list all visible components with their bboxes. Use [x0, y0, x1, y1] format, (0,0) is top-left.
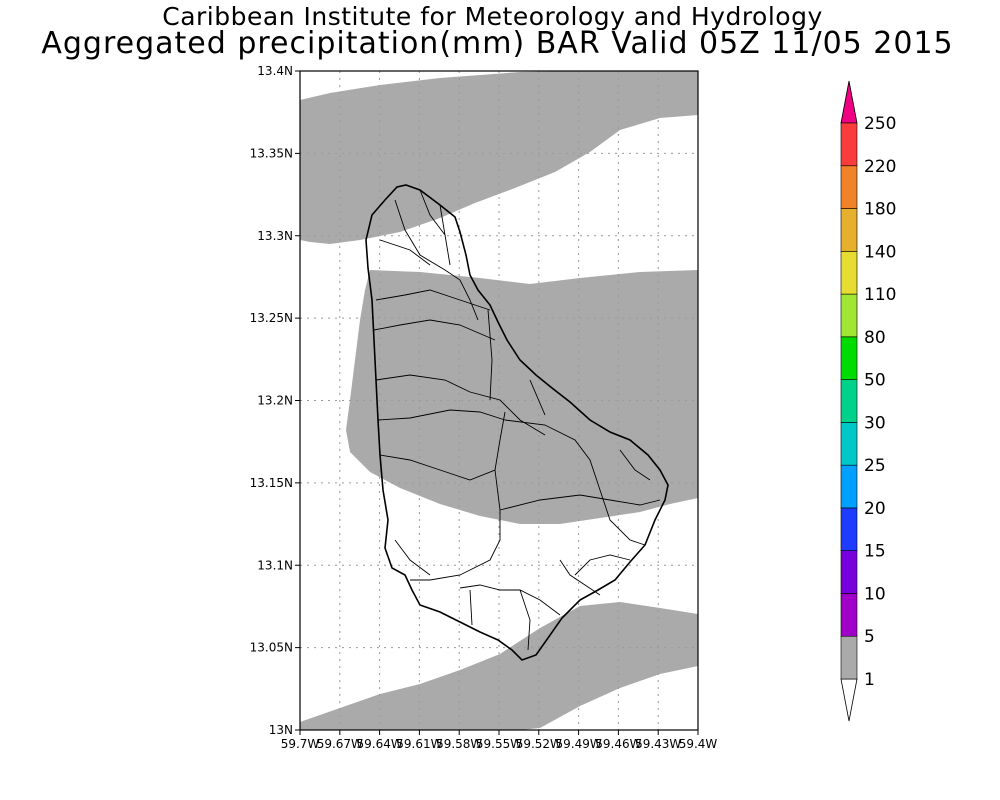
colorbar-segment [840, 593, 858, 637]
lat-tick-label: 13.15N [250, 476, 293, 490]
latitude-axis: 13N 13.05N 13.1N 13.15N 13.2N 13.25N 13.3N 13.3… [250, 64, 300, 737]
colorbar-label: 20 [864, 499, 886, 519]
lon-tick-label: 59.43W [635, 737, 681, 751]
lon-tick-label: 59.4W [679, 737, 718, 751]
lat-tick-label: 13.3N [257, 229, 293, 243]
colorbar-segment [840, 336, 858, 380]
colorbar-segment [840, 165, 858, 209]
lat-tick-label: 13.35N [250, 146, 293, 160]
colorbar-label: 30 [864, 413, 886, 433]
lat-tick-label: 13.4N [257, 64, 293, 78]
colorbar-segment [840, 464, 858, 509]
colorbar-label: 25 [864, 456, 886, 476]
colorbar-arrow-top [840, 80, 858, 124]
colorbar-segment [840, 422, 858, 466]
colorbar-label: 80 [864, 328, 886, 348]
title-line-2: Aggregated precipitation(mm) BAR Valid 0… [41, 26, 954, 61]
lat-tick-label: 13N [269, 723, 293, 737]
colorbar-segment [840, 208, 858, 252]
lon-tick-label: 59.67W [317, 737, 363, 751]
lon-tick-label: 59.49W [555, 737, 601, 751]
colorbar-segment [840, 293, 858, 338]
lon-tick-label: 59.52W [516, 737, 562, 751]
lon-tick-label: 59.55W [476, 737, 522, 751]
lat-tick-label: 13.2N [257, 394, 293, 408]
colorbar-label: 50 [864, 371, 886, 391]
lon-tick-label: 59.64W [356, 737, 402, 751]
lon-tick-label: 59.7W [281, 737, 320, 751]
lon-tick-label: 59.46W [595, 737, 641, 751]
colorbar-label: 250 [864, 114, 896, 134]
shade-band-north [300, 71, 698, 244]
colorbar-label: 5 [864, 627, 875, 647]
colorbar-segment [840, 379, 858, 423]
colorbar-segment [840, 251, 858, 295]
colorbar-segment [840, 635, 858, 680]
colorbar-arrow-bottom [840, 678, 858, 722]
colorbar-label: 180 [864, 200, 896, 220]
lat-tick-label: 13.05N [250, 641, 293, 655]
longitude-axis: 59.7W59.67W59.64W59.61W59.58W59.55W59.52… [281, 730, 718, 751]
barbados-island [365, 184, 669, 661]
colorbar-label: 140 [864, 242, 896, 262]
colorbar-label: 1 [864, 670, 875, 690]
shade-band-central [346, 270, 698, 524]
colorbar-label: 110 [864, 285, 896, 305]
lon-tick-label: 59.58W [436, 737, 482, 751]
colorbar-label: 220 [864, 157, 896, 177]
lat-tick-label: 13.1N [257, 558, 293, 572]
colorbar-segment [840, 507, 858, 551]
colorbar-label: 10 [864, 584, 886, 604]
parish-boundaries [373, 189, 661, 651]
lat-tick-label: 13.25N [250, 311, 293, 325]
colorbar-label: 15 [864, 542, 886, 562]
colorbar-segment [840, 550, 858, 594]
colorbar-segment [840, 122, 858, 167]
lon-tick-label: 59.61W [396, 737, 442, 751]
title-line-1: Caribbean Institute for Meteorology and … [162, 2, 823, 31]
